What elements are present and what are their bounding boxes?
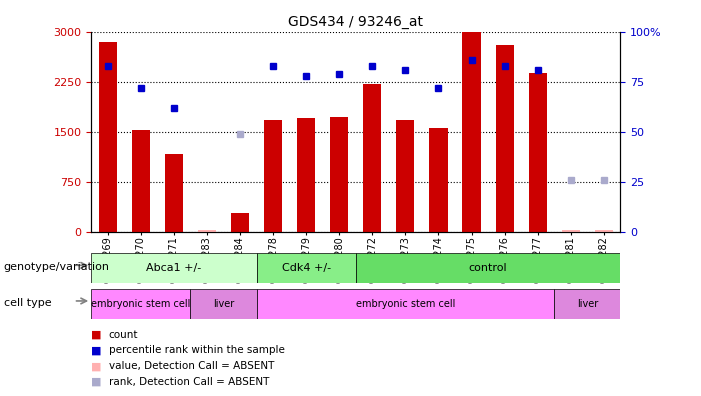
Bar bbox=[429, 128, 447, 232]
Text: Cdk4 +/-: Cdk4 +/- bbox=[282, 263, 331, 273]
Bar bbox=[594, 230, 613, 232]
Bar bbox=[257, 253, 356, 283]
Text: ■: ■ bbox=[91, 377, 102, 387]
Bar bbox=[330, 117, 348, 232]
Text: control: control bbox=[469, 263, 508, 273]
Text: ■: ■ bbox=[91, 329, 102, 340]
Bar bbox=[91, 289, 191, 319]
Bar bbox=[529, 73, 547, 232]
Bar bbox=[198, 230, 216, 232]
Text: count: count bbox=[109, 329, 138, 340]
Text: genotype/variation: genotype/variation bbox=[4, 262, 109, 272]
Bar bbox=[264, 120, 283, 232]
Bar bbox=[463, 32, 481, 232]
Bar bbox=[91, 253, 257, 283]
Text: embryonic stem cell: embryonic stem cell bbox=[355, 299, 455, 309]
Text: liver: liver bbox=[577, 299, 598, 309]
Bar bbox=[496, 45, 514, 232]
Text: rank, Detection Call = ABSENT: rank, Detection Call = ABSENT bbox=[109, 377, 269, 387]
Bar bbox=[554, 289, 620, 319]
Text: percentile rank within the sample: percentile rank within the sample bbox=[109, 345, 285, 356]
Text: embryonic stem cell: embryonic stem cell bbox=[91, 299, 191, 309]
Bar bbox=[231, 213, 249, 232]
Text: ■: ■ bbox=[91, 361, 102, 371]
Bar bbox=[257, 289, 554, 319]
Bar bbox=[165, 154, 183, 232]
Title: GDS434 / 93246_at: GDS434 / 93246_at bbox=[288, 15, 423, 29]
Bar bbox=[191, 289, 257, 319]
Text: cell type: cell type bbox=[4, 298, 51, 308]
Bar bbox=[562, 230, 580, 232]
Text: Abca1 +/-: Abca1 +/- bbox=[147, 263, 201, 273]
Text: liver: liver bbox=[213, 299, 234, 309]
Text: ■: ■ bbox=[91, 345, 102, 356]
Bar bbox=[297, 118, 315, 232]
Bar bbox=[355, 253, 620, 283]
Text: value, Detection Call = ABSENT: value, Detection Call = ABSENT bbox=[109, 361, 274, 371]
Bar bbox=[132, 130, 150, 232]
Bar bbox=[396, 120, 414, 232]
Bar bbox=[99, 42, 117, 232]
Bar bbox=[363, 84, 381, 232]
